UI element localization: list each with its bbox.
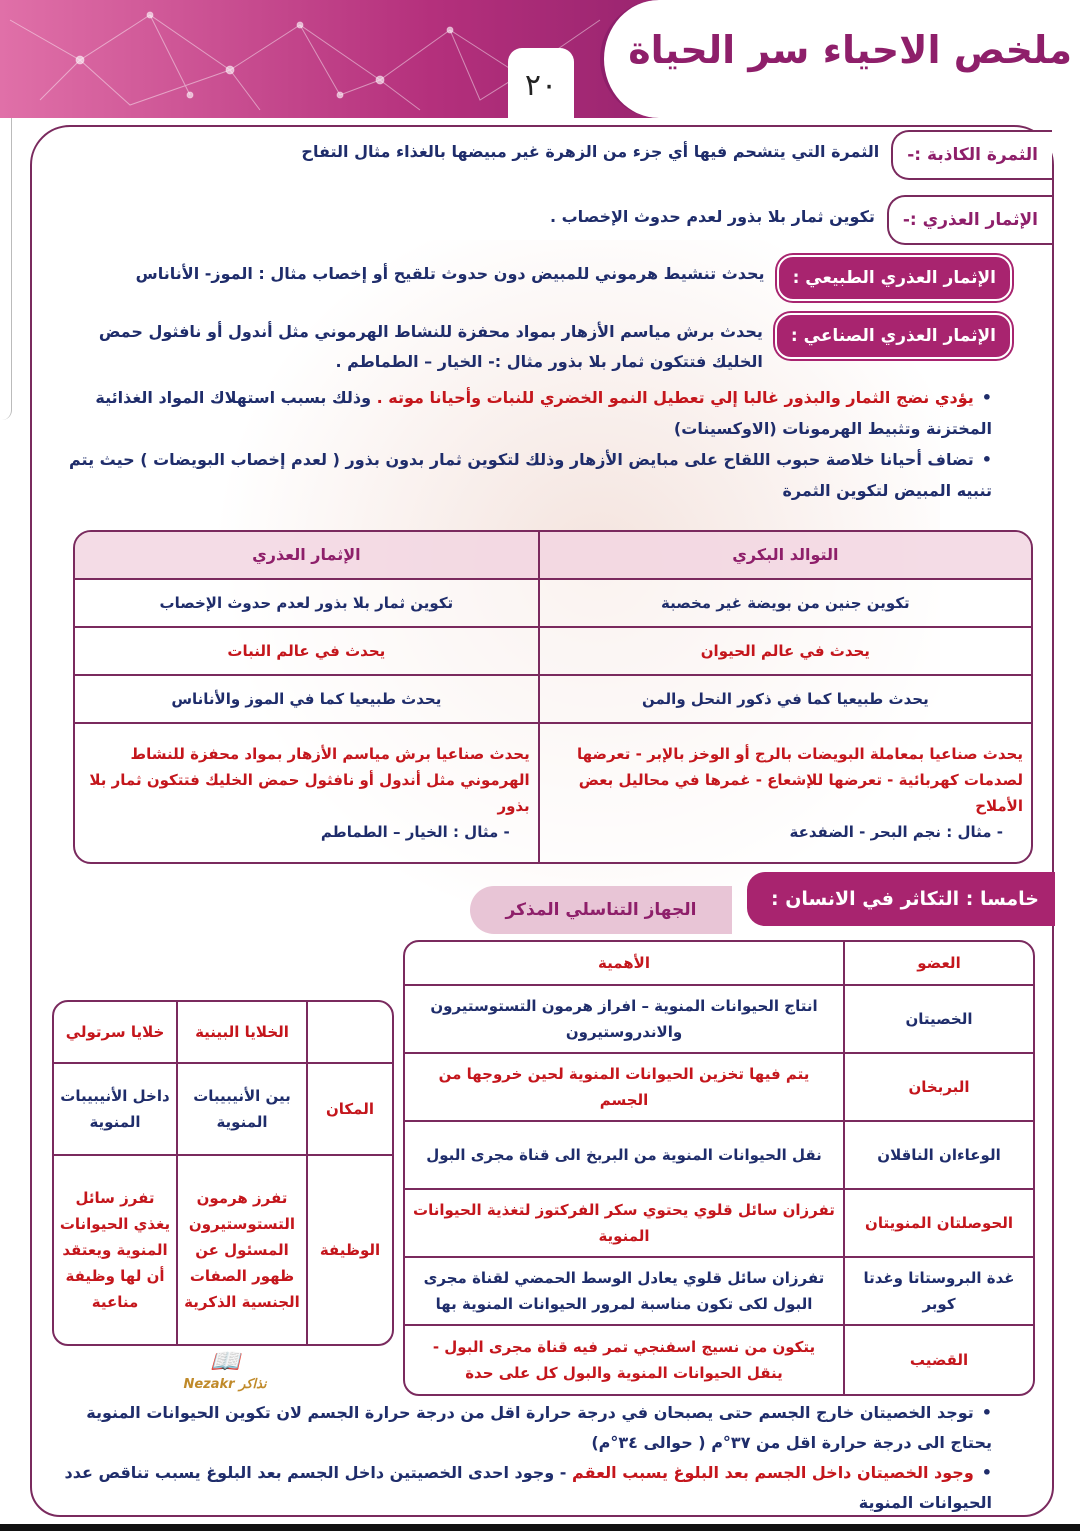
- cell-example: - مثال : نجم البحر - الضفدعة: [789, 823, 1003, 841]
- table-row: يحدث طبيعيا كما في ذكور النحل والمن يحدث …: [75, 676, 1031, 724]
- role-cell: تفرزان سائل قلوي يحتوي سكر الفركتوز لتغذ…: [405, 1190, 843, 1258]
- organ-cell: الوعاءان الناقلان: [843, 1122, 1033, 1190]
- table-cell: تفرز هرمون التستوستيرون المسئول عن ظهور …: [176, 1156, 306, 1344]
- watermark-text: Nezakr نذاكر: [183, 1377, 267, 1392]
- header-importance: الأهمية: [405, 942, 843, 986]
- role-cell: انتاج الحيوانات المنوية – افراز هرمون ال…: [405, 986, 843, 1054]
- page-number: ٢٠: [508, 48, 574, 118]
- table-row: البربخان يتم فيها تخزين الحيوانات المنوية…: [405, 1054, 1033, 1122]
- bullet-testes-temperature: توجد الخصيتان خارج الجسم حتى يصبحان في د…: [42, 1398, 992, 1458]
- cell-example: - مثال : الخيار – الطماطم: [320, 823, 510, 841]
- definition-row: الثمرة الكاذبة :- الثمرة التي يتشحم فيها…: [52, 130, 1052, 180]
- table-cell: بين الأنيبيبات المنوية: [176, 1064, 306, 1156]
- organ-cell: القضيب: [843, 1326, 1033, 1394]
- table-header-row: التوالد البكري الإثمار العذري: [75, 532, 1031, 580]
- organs-table: العضو الأهمية الخصيتان انتاج الحيوانات الم…: [403, 940, 1035, 1396]
- role-cell: يتم فيها تخزين الحيوانات المنوية لحين خر…: [405, 1054, 843, 1122]
- def-false-fruit: الثمرة التي يتشحم فيها أي جزء من الزهرة …: [301, 142, 880, 161]
- table-cell: تكوين جنين من بويضة غير مخصبة: [537, 580, 1031, 628]
- header-interstitial: الخلايا البينية: [176, 1002, 306, 1064]
- table-row: تكوين جنين من بويضة غير مخصبة تكوين ثمار …: [75, 580, 1031, 628]
- table-row: الوظيفة تفرز هرمون التستوستيرون المسئول ع…: [54, 1156, 392, 1344]
- header-blank: [306, 1002, 392, 1064]
- table-row: المكان بين الأنيبيبات المنوية داخل الأنيبي…: [54, 1064, 392, 1156]
- header-parthenocarpy: الإثمار العذري: [75, 532, 538, 580]
- term-natural-parthenocarpy: الإثمار العذري الطبيعي :: [776, 255, 1012, 301]
- table-cell: يحدث صناعيا برش مياسم الأزهار بمواد محفز…: [75, 724, 538, 862]
- page-edge: [0, 100, 12, 420]
- cell-text: يحدث صناعيا بمعاملة البويضات بالرج أو ال…: [576, 745, 1023, 815]
- section-title: خامسا : التكاثر في الانسان :: [747, 872, 1055, 926]
- bullets-top: يؤدي نضج الثمار والبذور غالبا إلي تعطيل …: [32, 382, 992, 506]
- term-artificial-parthenocarpy: الإثمار العذري الصناعي :: [774, 313, 1012, 359]
- table-row: الحوصلتان المنويتان تفرزان سائل قلوي يحتو…: [405, 1190, 1033, 1258]
- book-icon: 📖: [210, 1347, 240, 1375]
- cells-table: الخلايا البينية خلايا سرتولي المكان بين ال…: [52, 1000, 394, 1346]
- organ-cell: الخصيتان: [843, 986, 1033, 1054]
- definition-row: الإثمار العذري الصناعي : يحدث برش مياسم …: [52, 313, 1012, 377]
- role-cell: نقل الحيوانات المنوية من البربخ الى قناة…: [405, 1122, 843, 1190]
- subsection-title: الجهاز التناسلي المذكر: [470, 886, 732, 934]
- row-label-function: الوظيفة: [306, 1156, 392, 1344]
- table-cell: يحدث طبيعيا كما في الموز والأناناس: [75, 676, 538, 724]
- definition-row: الإثمار العذري :- تكوين ثمار بلا بذور لع…: [52, 195, 1052, 245]
- bullet-blue-text: تضاف أحيانا خلاصة حبوب اللقاح على مبايض …: [68, 450, 992, 500]
- table-row: يحدث صناعيا بمعاملة البويضات بالرج أو ال…: [75, 724, 1031, 862]
- def-artificial-parthenocarpy: يحدث برش مياسم الأزهار بمواد محفزة للنشا…: [98, 322, 763, 371]
- bullet-blue-text: توجد الخصيتان خارج الجسم حتى يصبحان في د…: [86, 1403, 992, 1452]
- bullet-blue-text: - وجود احدى الخصيتين داخل الجسم بعد البل…: [64, 1463, 992, 1512]
- bullet-red-text: وجود الخصيتان داخل الجسم بعد البلوغ يسبب…: [572, 1463, 974, 1482]
- term-false-fruit: الثمرة الكاذبة :-: [891, 130, 1052, 180]
- table-row: الخصيتان انتاج الحيوانات المنوية – افراز …: [405, 986, 1033, 1054]
- organ-cell: البربخان: [843, 1054, 1033, 1122]
- table-row: القضيب يتكون من نسيج اسفنجي تمر فيه قناة …: [405, 1326, 1033, 1394]
- table-cell: يحدث طبيعيا كما في ذكور النحل والمن: [537, 676, 1031, 724]
- table-header-row: الخلايا البينية خلايا سرتولي: [54, 1002, 392, 1064]
- header-banner: ملخص الاحياء سر الحياة ٢٠: [0, 0, 1080, 118]
- definition-row: الإثمار العذري الطبيعي : يحدث تنشيط هرمو…: [52, 255, 1012, 301]
- term-parthenocarpy: الإثمار العذري :-: [886, 195, 1052, 245]
- network-pattern: [9, 11, 601, 111]
- definitions: الثمرة الكاذبة :- الثمرة التي يتشحم فيها…: [52, 130, 1052, 377]
- bullets-bottom: توجد الخصيتان خارج الجسم حتى يصبحان في د…: [42, 1398, 992, 1518]
- organ-cell: الحوصلتان المنويتان: [843, 1190, 1033, 1258]
- header-parthenogenesis: التوالد البكري: [537, 532, 1031, 580]
- bullet-pollen-extract: تضاف أحيانا خلاصة حبوب اللقاح على مبايض …: [32, 444, 992, 506]
- cell-text: يحدث صناعيا برش مياسم الأزهار بمواد محفز…: [89, 745, 530, 815]
- role-cell: تفرزان سائل قلوي يعادل الوسط الحمضي لقنا…: [405, 1258, 843, 1326]
- table-cell: يحدث صناعيا بمعاملة البويضات بالرج أو ال…: [537, 724, 1031, 862]
- comparison-table: التوالد البكري الإثمار العذري تكوين جنين…: [73, 530, 1033, 864]
- table-cell: تكوين ثمار بلا بذور لعدم حدوث الإخصاب: [75, 580, 538, 628]
- def-natural-parthenocarpy: يحدث تنشيط هرموني للمبيض دون حدوث تلقيح …: [135, 264, 765, 283]
- table-row: غدة البروستاتا وغدتا كوبر تفرزان سائل قلو…: [405, 1258, 1033, 1326]
- role-cell: يتكون من نسيج اسفنجي تمر فيه قناة مجرى ا…: [432, 1338, 816, 1382]
- bullet-blue-text: وذلك بسبب استهلاك المواد الغذائية المختز…: [95, 388, 992, 438]
- page-title: ملخص الاحياء سر الحياة: [628, 28, 1072, 72]
- title-area: ملخص الاحياء سر الحياة: [600, 0, 1080, 118]
- table-row: الوعاءان الناقلان نقل الحيوانات المنوية م…: [405, 1122, 1033, 1190]
- watermark-logo: 📖 Nezakr نذاكر: [170, 1346, 280, 1396]
- def-parthenocarpy: تكوين ثمار بلا بذور لعدم حدوث الإخصاب .: [549, 207, 875, 226]
- bottom-bar: [0, 1524, 1080, 1531]
- row-label-place: المكان: [306, 1064, 392, 1156]
- header-sertoli: خلايا سرتولي: [54, 1002, 176, 1064]
- bullet-red-text: يؤدي نضج الثمار والبذور غالبا إلي تعطيل …: [376, 388, 974, 407]
- header-organ: العضو: [843, 942, 1033, 986]
- bullet-fruit-ripening: يؤدي نضج الثمار والبذور غالبا إلي تعطيل …: [32, 382, 992, 444]
- table-cell: يحدث في عالم النبات: [75, 628, 538, 676]
- table-cell: يحدث في عالم الحيوان: [537, 628, 1031, 676]
- table-header-row: العضو الأهمية: [405, 942, 1033, 986]
- table-cell: تفرز سائل يغذي الحيوانات المنوية ويعتقد …: [59, 1189, 171, 1311]
- bullet-undescended-testes: وجود الخصيتان داخل الجسم بعد البلوغ يسبب…: [42, 1458, 992, 1518]
- table-row: يحدث في عالم الحيوان يحدث في عالم النبات: [75, 628, 1031, 676]
- table-cell: داخل الأنيبيبات المنوية: [54, 1064, 176, 1156]
- organ-cell: غدة البروستاتا وغدتا كوبر: [843, 1258, 1033, 1326]
